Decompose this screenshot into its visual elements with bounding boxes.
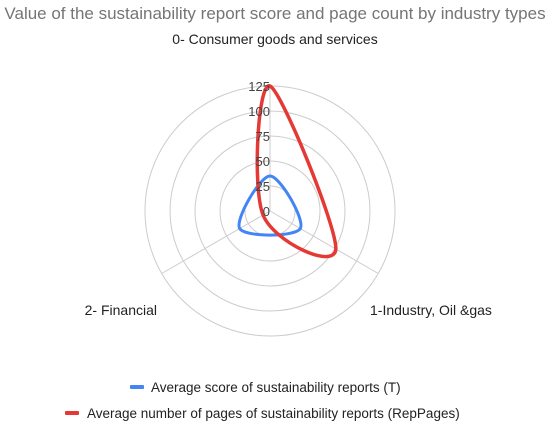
axis-label: 1-Industry, Oil &gas xyxy=(370,302,492,318)
legend: Average score of sustainability reports … xyxy=(65,380,460,421)
tick-label: 125 xyxy=(248,79,270,94)
axis-label: 2- Financial xyxy=(85,302,157,318)
grid-spoke xyxy=(269,210,379,274)
chart-title: Value of the sustainability report score… xyxy=(4,4,546,23)
tick-label: 50 xyxy=(256,154,270,169)
tick-label: 25 xyxy=(256,179,270,194)
axis-label: 0- Consumer goods and services xyxy=(172,31,377,47)
grid xyxy=(144,85,396,337)
legend-label: Average number of pages of sustainabilit… xyxy=(87,406,460,421)
grid-spoke xyxy=(161,210,271,274)
tick-label: 75 xyxy=(256,129,270,144)
legend-label: Average score of sustainability reports … xyxy=(151,380,401,395)
legend-swatch xyxy=(130,385,144,389)
legend-swatch xyxy=(65,411,79,415)
series-line-1 xyxy=(255,84,338,259)
series-layer xyxy=(237,84,338,259)
series-line-0 xyxy=(237,174,303,237)
tick-label: 0 xyxy=(263,204,270,219)
axis-labels: 0- Consumer goods and services 1-Industry… xyxy=(85,31,492,318)
tick-labels: 0 25 50 75 100 125 xyxy=(248,79,270,219)
tick-label: 100 xyxy=(248,104,270,119)
